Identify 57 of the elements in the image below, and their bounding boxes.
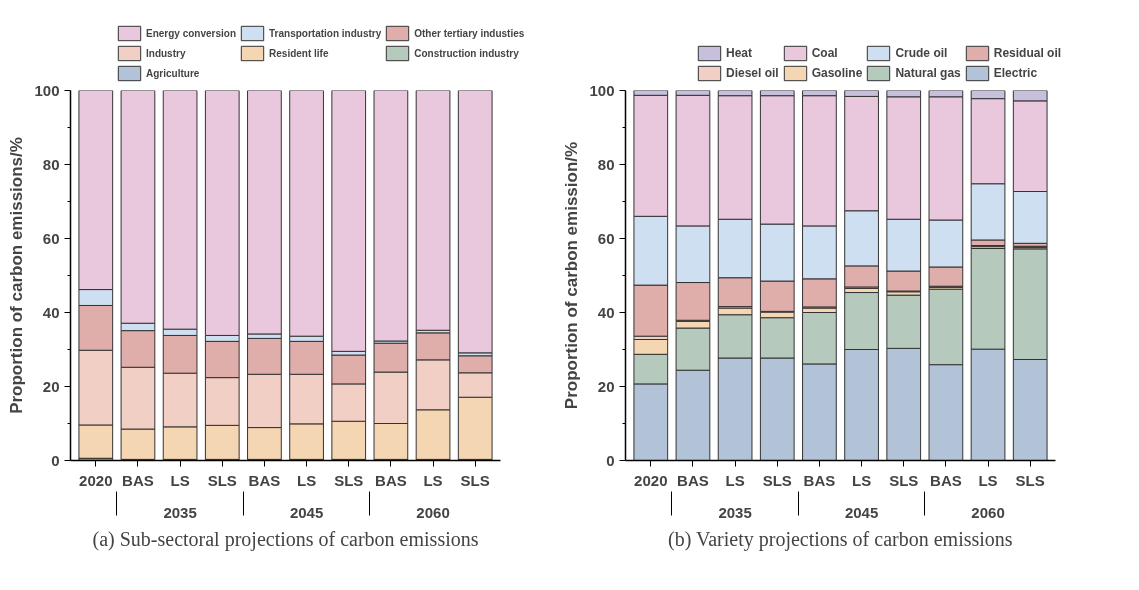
x-tick-label: LS: [978, 471, 998, 489]
legend-label: Heat: [726, 46, 753, 60]
x-tick-label: 2020: [634, 471, 668, 489]
y-tick-label: 40: [42, 303, 60, 321]
x-tick-label: BAS: [248, 471, 281, 489]
y-tick-label: 100: [589, 81, 615, 99]
legend-label: Crude oil: [895, 46, 948, 60]
x-tick-label: LS: [296, 471, 317, 489]
text: 2060: [416, 503, 450, 521]
y-tick-label: 100: [34, 81, 60, 99]
x-tick-label: BAS: [930, 471, 962, 489]
x-tick-label: SLS: [460, 471, 490, 489]
legend-label: Construction industry: [414, 47, 519, 59]
legend-label: Residual oil: [993, 46, 1062, 60]
y-axis-title: Proportion of carbon emissions/%: [7, 137, 27, 414]
y-tick-label: 0: [51, 451, 60, 469]
x-tick-label: SLS: [762, 471, 792, 489]
x-tick-label: BAS: [375, 471, 407, 489]
legend-label: Diesel oil: [726, 66, 779, 80]
y-axis-title: Proportion of carbon emission/%: [562, 141, 582, 410]
x-tick-label: SLS: [1015, 471, 1045, 489]
y-tick-label: 80: [597, 155, 615, 173]
x-tick-label: SLS: [207, 471, 237, 489]
legend-label: Other tertiary industies: [414, 27, 525, 39]
y-tick-label: 40: [597, 303, 615, 321]
legend-label: Energy conversion: [146, 27, 237, 39]
x-tick-label: LS: [851, 471, 872, 489]
text: 2045: [289, 503, 324, 521]
y-tick-label: 20: [42, 377, 60, 395]
x-tick-label: LS: [170, 471, 190, 489]
legend-label: Agriculture: [146, 67, 200, 79]
x-tick-label: BAS: [803, 471, 836, 489]
x-tick-label: BAS: [122, 471, 154, 489]
legend-label: Electric: [993, 66, 1038, 80]
legend-label: Resident life: [269, 47, 329, 59]
text: (a) Sub-sectoral projections of carbon emissions: [92, 527, 479, 551]
text: 2045: [844, 503, 879, 521]
y-tick-label: 80: [42, 155, 60, 173]
legend-label: Transportation industry: [269, 27, 382, 39]
text: 2035: [163, 503, 197, 521]
legend-label: Coal: [811, 46, 838, 60]
x-tick-label: SLS: [889, 471, 919, 489]
text: 2060: [971, 503, 1005, 521]
x-tick-label: BAS: [677, 471, 709, 489]
y-tick-label: 20: [597, 377, 615, 395]
legend-label: Natural gas: [895, 66, 961, 80]
x-tick-label: LS: [423, 471, 443, 489]
x-tick-label: SLS: [334, 471, 364, 489]
text: (b) Variety projections of carbon emissions: [668, 527, 1013, 551]
legend-label: Gasoline: [811, 66, 863, 80]
text: 2035: [718, 503, 752, 521]
y-tick-label: 60: [42, 229, 60, 247]
x-tick-label: LS: [725, 471, 745, 489]
y-tick-label: 0: [606, 451, 615, 469]
y-tick-label: 60: [597, 229, 615, 247]
x-tick-label: 2020: [79, 471, 113, 489]
legend-label: Industry: [146, 47, 186, 59]
